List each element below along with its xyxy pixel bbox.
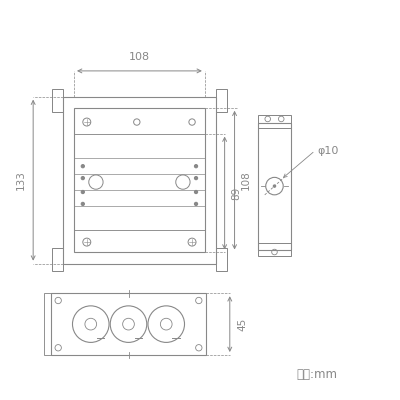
Bar xyxy=(216,89,227,112)
Bar xyxy=(258,115,291,128)
Text: 単位:mm: 単位:mm xyxy=(297,368,338,381)
Bar xyxy=(52,248,63,271)
Bar xyxy=(216,248,227,271)
Text: 108: 108 xyxy=(129,52,150,62)
Circle shape xyxy=(81,202,84,206)
Circle shape xyxy=(194,202,198,206)
Circle shape xyxy=(81,190,84,194)
Circle shape xyxy=(194,176,198,180)
Bar xyxy=(44,293,51,355)
Bar xyxy=(258,122,291,250)
Circle shape xyxy=(81,164,84,168)
Circle shape xyxy=(273,185,276,187)
Text: 133: 133 xyxy=(16,170,26,190)
Bar xyxy=(52,89,63,112)
Text: 89: 89 xyxy=(231,186,241,200)
Circle shape xyxy=(81,176,84,180)
Text: φ10: φ10 xyxy=(317,146,338,156)
Circle shape xyxy=(194,190,198,194)
Bar xyxy=(63,97,216,264)
Text: 108: 108 xyxy=(241,170,251,190)
Bar xyxy=(51,293,206,355)
Bar xyxy=(74,108,205,252)
Circle shape xyxy=(194,164,198,168)
Text: 45: 45 xyxy=(237,318,247,331)
Bar xyxy=(258,242,291,256)
